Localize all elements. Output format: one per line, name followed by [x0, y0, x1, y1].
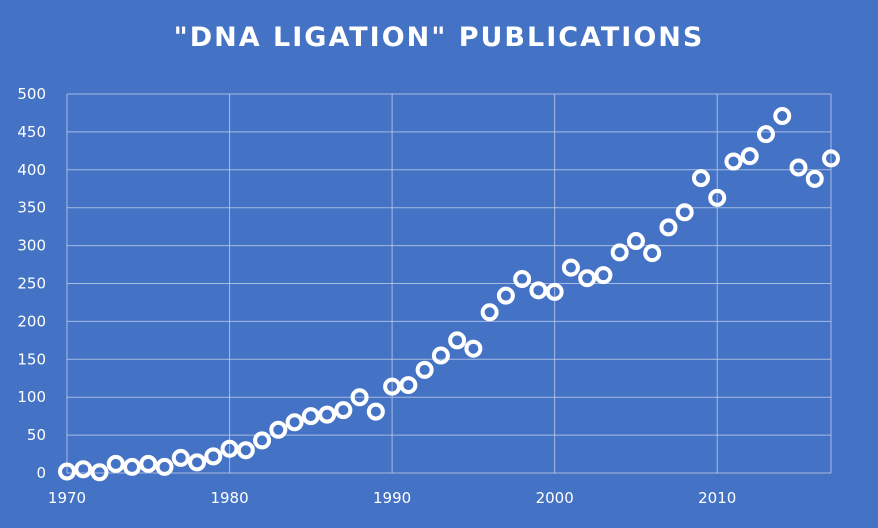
data-point [561, 258, 580, 277]
y-tick-label: 50 [27, 426, 46, 444]
data-point [74, 460, 93, 479]
data-point [431, 346, 450, 365]
data-point [350, 388, 369, 407]
data-point [204, 447, 223, 466]
data-point [724, 152, 743, 171]
data-point [415, 360, 434, 379]
data-point [789, 158, 808, 177]
y-tick-label: 400 [17, 161, 46, 179]
data-point [236, 441, 255, 460]
data-point [448, 331, 467, 350]
data-point [301, 407, 320, 426]
y-tick-label: 500 [17, 85, 46, 103]
data-point [464, 339, 483, 358]
data-point [675, 203, 694, 222]
data-point [90, 463, 109, 482]
data-point [480, 303, 499, 322]
data-point [334, 401, 353, 420]
x-tick-label: 2010 [698, 489, 736, 507]
y-tick-label: 200 [17, 312, 46, 330]
y-tick-label: 250 [17, 275, 46, 293]
data-point [106, 454, 125, 473]
data-point [513, 269, 532, 288]
y-tick-label: 350 [17, 199, 46, 217]
x-tick-label: 2000 [536, 489, 574, 507]
x-tick-label: 1990 [373, 489, 411, 507]
data-point [318, 405, 337, 424]
data-point [529, 281, 548, 300]
data-point [285, 413, 304, 432]
data-point [496, 286, 515, 305]
data-point [58, 462, 76, 481]
data-point [708, 188, 727, 207]
data-point [756, 125, 775, 144]
data-point [171, 448, 190, 467]
y-tick-label: 0 [36, 464, 46, 482]
x-tick-label: 1980 [210, 489, 248, 507]
data-point [691, 169, 710, 188]
data-point [594, 266, 613, 285]
data-point [773, 106, 792, 125]
data-point [740, 147, 759, 166]
x-tick-label: 1970 [48, 489, 86, 507]
data-point [610, 243, 629, 262]
data-point [399, 376, 418, 395]
data-point [659, 218, 678, 237]
data-point [155, 457, 174, 476]
y-tick-label: 150 [17, 350, 46, 368]
data-point [253, 431, 272, 450]
y-tick-label: 300 [17, 237, 46, 255]
data-point [643, 244, 662, 263]
y-tick-label: 100 [17, 388, 46, 406]
data-point [188, 453, 207, 472]
data-point [626, 232, 645, 251]
data-point [805, 169, 824, 188]
data-point [822, 149, 840, 168]
data-point [545, 282, 564, 301]
data-point [578, 269, 597, 288]
chart-title: "DNA LIGATION" PUBLICATIONS [173, 22, 705, 53]
data-point [383, 377, 402, 396]
data-point [220, 439, 239, 458]
data-point [269, 420, 288, 439]
data-point [366, 402, 385, 421]
data-point [123, 457, 142, 476]
y-tick-label: 450 [17, 123, 46, 141]
data-point [139, 454, 158, 473]
